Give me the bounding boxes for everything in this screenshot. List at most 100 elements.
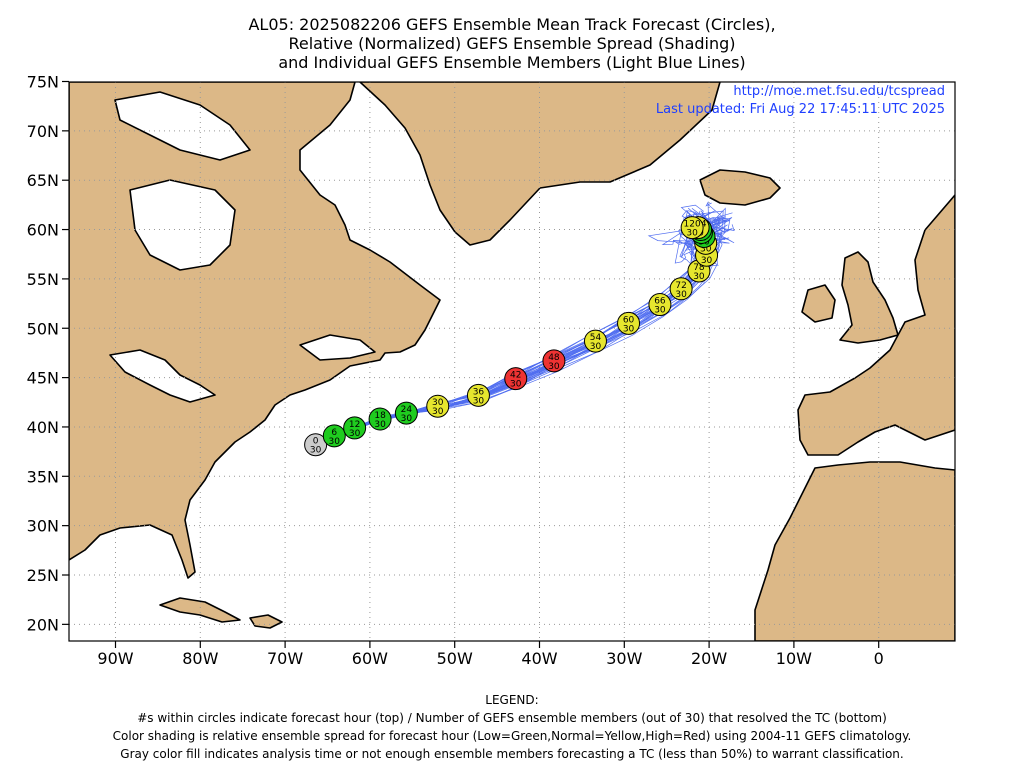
y-tick-label: 20N <box>27 615 59 634</box>
track-point-circle <box>648 293 672 317</box>
x-tick-label: 0 <box>874 649 884 668</box>
member-count-label: 30 <box>701 256 713 266</box>
x-tick-label: 10W <box>776 649 812 668</box>
hudson-bay <box>129 179 236 271</box>
y-tick-label: 40N <box>27 418 59 437</box>
gulf-of-st-lawrence <box>299 334 376 361</box>
track-point-circle <box>304 433 328 457</box>
track-point-circle <box>680 216 704 240</box>
x-tick-label: 70W <box>267 649 303 668</box>
track-point-circle <box>542 349 566 373</box>
track-point-circle <box>394 401 418 425</box>
track-point-circle <box>426 394 450 418</box>
y-tick-label: 30N <box>27 517 59 536</box>
x-tick-label: 80W <box>182 649 218 668</box>
iceland-landmass <box>699 169 781 206</box>
x-tick-label: 90W <box>97 649 133 668</box>
member-count-label: 30 <box>510 380 522 390</box>
legend-line-1: #s within circles indicate forecast hour… <box>137 711 887 725</box>
axis-ticks: 90W 80W 70W 60W 50W 40W 30W 20W 10W 0 75N 70N 65N 60N… <box>27 73 884 669</box>
y-tick-label: 25N <box>27 566 59 585</box>
legend-line-3: Gray color fill indicates analysis time … <box>120 747 904 761</box>
europe-landmass <box>797 194 955 456</box>
forecast-hour-label: 42 <box>510 371 521 381</box>
y-tick-label: 45N <box>27 369 59 388</box>
cuba-island <box>159 597 241 623</box>
track-point-circle <box>322 424 346 448</box>
y-tick-label: 55N <box>27 270 59 289</box>
x-tick-label: 30W <box>606 649 642 668</box>
track-point-circle <box>368 407 392 431</box>
forecast-hour-label: 48 <box>548 353 560 363</box>
forecast-hour-label: 0 <box>313 437 319 447</box>
title-line-3: and Individual GEFS Ensemble Members (Li… <box>278 53 746 72</box>
map-frame <box>68 81 956 642</box>
africa-landmass <box>754 461 955 641</box>
member-count-label: 30 <box>590 342 602 352</box>
great-lakes <box>109 349 216 403</box>
ireland-landmass <box>801 284 836 323</box>
title-line-2: Relative (Normalized) GEFS Ensemble Spre… <box>288 34 736 53</box>
member-count-label: 30 <box>374 420 386 430</box>
track-point-circle <box>343 416 367 440</box>
y-tick-label: 50N <box>27 319 59 338</box>
y-tick-label: 65N <box>27 171 59 190</box>
y-tick-label: 70N <box>27 122 59 141</box>
member-count-label: 30 <box>693 272 705 282</box>
track-point-circle <box>583 329 607 353</box>
track-point-circle <box>466 383 490 407</box>
member-count-label: 30 <box>675 290 687 300</box>
track-point-circle <box>617 311 641 335</box>
forecast-hour-label: 72 <box>675 281 686 291</box>
last-updated-text: Last updated: Fri Aug 22 17:45:11 UTC 20… <box>656 102 945 117</box>
forecast-hour-label: 12 <box>349 420 360 430</box>
y-tick-label: 35N <box>27 467 59 486</box>
member-count-label: 30 <box>432 407 444 417</box>
legend-line-2: Color shading is relative ensemble sprea… <box>112 729 912 743</box>
forecast-hour-label: 66 <box>654 297 666 307</box>
forecast-hour-label: 6 <box>331 428 337 438</box>
forecast-hour-label: 24 <box>401 405 413 415</box>
graticule <box>69 82 955 641</box>
member-count-label: 30 <box>473 396 485 406</box>
member-count-label: 30 <box>700 244 712 254</box>
member-count-label: 30 <box>654 306 666 316</box>
forecast-hour-label: 36 <box>473 387 485 397</box>
mean-track-circles: 0306301230183024303030363042304830543060… <box>304 216 719 457</box>
member-count-label: 30 <box>310 446 322 456</box>
track-point: 030 <box>304 433 328 457</box>
x-tick-label: 50W <box>437 649 473 668</box>
member-count-label: 30 <box>401 414 413 424</box>
source-url[interactable]: http://moe.met.fsu.edu/tcspread <box>733 84 945 99</box>
track-map: 0306301230183024303030363042304830543060… <box>27 73 956 669</box>
land-layer <box>69 82 955 641</box>
legend-heading: LEGEND: <box>485 693 539 707</box>
forecast-hour-label: 60 <box>623 315 635 325</box>
member-count-label: 30 <box>623 324 635 334</box>
track-point: 630 <box>322 424 346 448</box>
y-tick-label: 60N <box>27 221 59 240</box>
y-tick-label: 75N <box>27 73 59 92</box>
title-line-1: AL05: 2025082206 GEFS Ensemble Mean Trac… <box>248 15 776 34</box>
x-tick-label: 40W <box>521 649 557 668</box>
member-count-label: 30 <box>686 229 698 239</box>
great-britain-landmass <box>839 251 899 344</box>
track-point-circle <box>669 277 693 301</box>
member-count-label: 30 <box>349 429 361 439</box>
forecast-hour-label: 18 <box>374 411 386 421</box>
forecast-hour-label: 120 <box>684 220 701 230</box>
x-tick-label: 60W <box>352 649 388 668</box>
forecast-hour-label: 78 <box>693 263 705 273</box>
member-count-label: 30 <box>329 437 341 447</box>
